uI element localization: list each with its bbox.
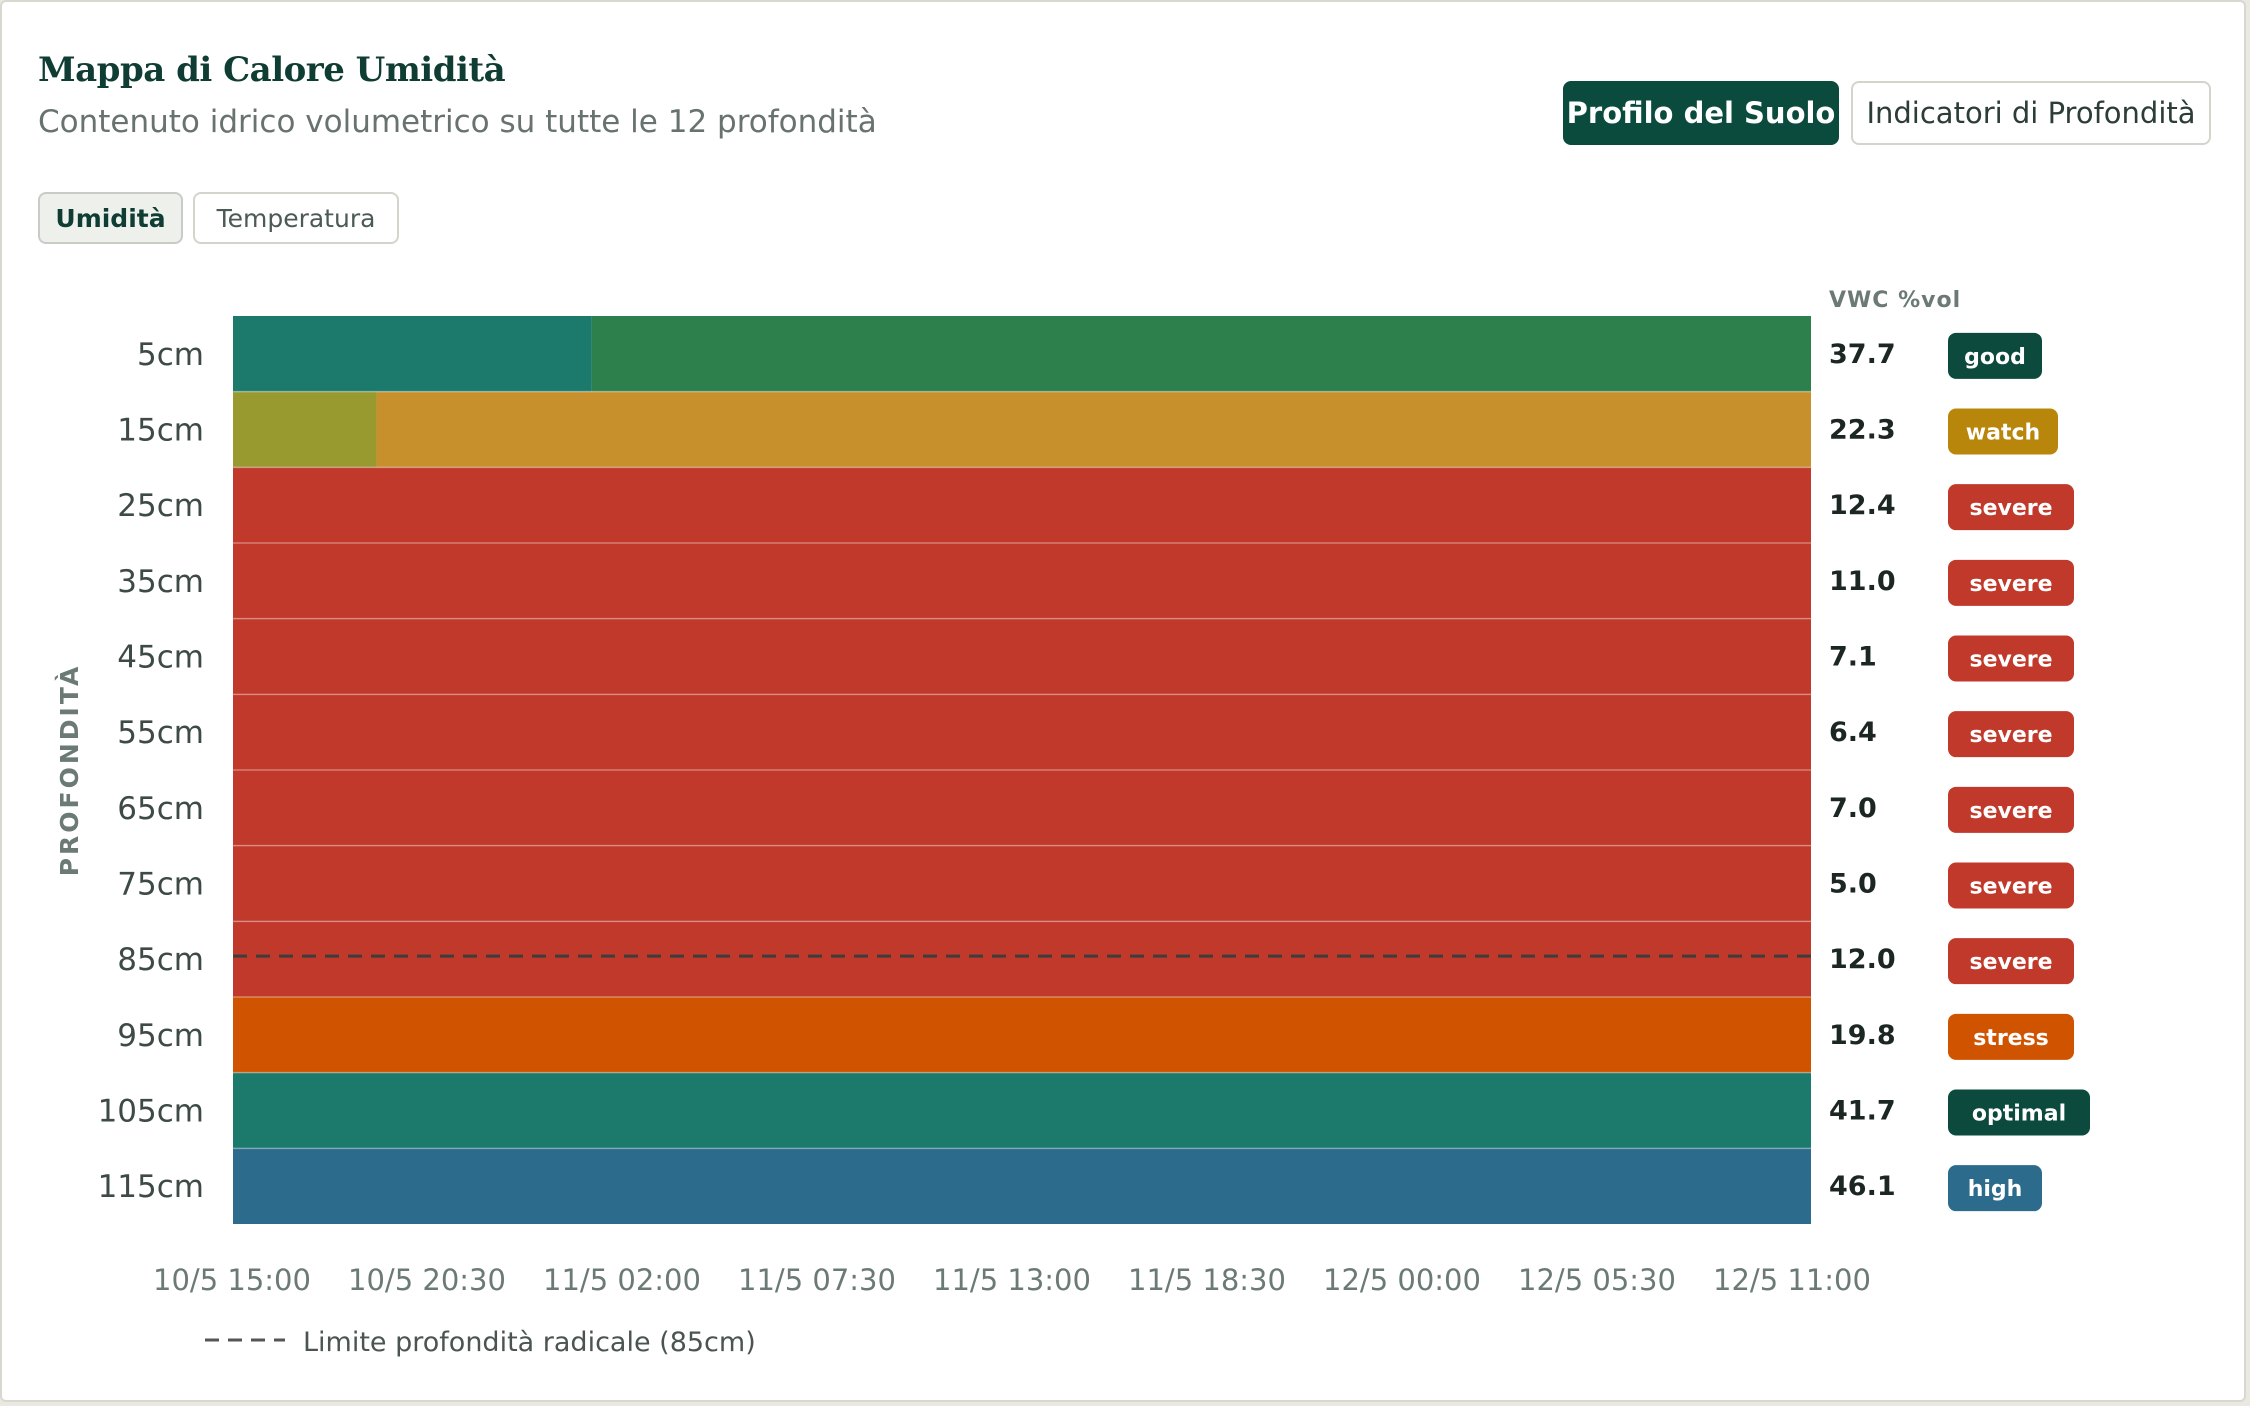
status-badge-25cm xyxy=(1948,484,2074,531)
heatmap-cell-65cm-0 xyxy=(233,770,1811,846)
depth-label-75cm: 75cm xyxy=(117,867,204,903)
status-badge-label-95cm: stress xyxy=(1973,1026,2049,1051)
root-limit-legend-label: Limite profondità radicale (85cm) xyxy=(303,1327,756,1358)
heatmap-cell-95cm-0 xyxy=(233,997,1811,1073)
depth-indicators-button[interactable]: Indicatori di Profondità xyxy=(1851,81,2211,145)
vwc-value-95cm: 19.8 xyxy=(1829,1020,1896,1051)
depth-label-85cm: 85cm xyxy=(117,942,204,978)
depth-label-55cm: 55cm xyxy=(117,715,204,751)
depth-label-15cm: 15cm xyxy=(117,413,204,449)
x-tick-label: 12/5 00:00 xyxy=(1323,1263,1481,1297)
page-subtitle: Contenuto idrico volumetrico su tutte le… xyxy=(38,104,877,140)
vwc-value-55cm: 6.4 xyxy=(1829,717,1877,748)
heatmap-cell-75cm-0 xyxy=(233,845,1811,922)
x-tick-label: 11/5 13:00 xyxy=(933,1263,1091,1297)
vwc-value-75cm: 5.0 xyxy=(1829,869,1877,900)
status-badge-75cm xyxy=(1948,862,2074,909)
heatmap-cell-25cm-0 xyxy=(233,467,1811,543)
status-badge-label-85cm: severe xyxy=(1969,950,2052,975)
depth-label-5cm: 5cm xyxy=(137,337,204,373)
heatmap-cell-5cm-1 xyxy=(591,316,1811,392)
depth-label-115cm: 115cm xyxy=(98,1169,204,1205)
heatmap-cell-15cm-1 xyxy=(376,391,1811,468)
y-axis-title: PROFONDITÀ xyxy=(55,664,84,877)
depth-label-65cm: 65cm xyxy=(117,791,204,827)
status-badge-label-105cm: optimal xyxy=(1972,1102,2066,1127)
soil-profile-button[interactable]: Profilo del Suolo xyxy=(1563,81,1839,145)
depth-label-35cm: 35cm xyxy=(117,564,204,600)
heatmap-cell-55cm-0 xyxy=(233,694,1811,770)
status-badge-65cm xyxy=(1948,786,2074,833)
x-tick-label: 11/5 18:30 xyxy=(1128,1263,1286,1297)
status-badge-55cm xyxy=(1948,711,2074,758)
status-badge-label-55cm: severe xyxy=(1969,723,2052,748)
status-badge-85cm xyxy=(1948,938,2074,985)
vwc-value-85cm: 12.0 xyxy=(1829,944,1896,975)
x-tick-label: 11/5 02:00 xyxy=(543,1263,701,1297)
status-badge-45cm xyxy=(1948,635,2074,682)
depth-label-105cm: 105cm xyxy=(98,1094,204,1130)
status-badge-15cm xyxy=(1948,408,2058,455)
depth-label-95cm: 95cm xyxy=(117,1018,204,1054)
status-badge-label-35cm: severe xyxy=(1969,572,2052,597)
status-badge-5cm xyxy=(1948,332,2042,379)
page-title: Mappa di Calore Umidità xyxy=(38,50,506,90)
status-badge-105cm xyxy=(1948,1089,2090,1136)
heatmap-cell-5cm-0 xyxy=(233,316,592,392)
status-badge-label-15cm: watch xyxy=(1966,421,2040,446)
vwc-value-15cm: 22.3 xyxy=(1829,415,1896,446)
status-badge-35cm xyxy=(1948,559,2074,606)
status-badge-label-25cm: severe xyxy=(1969,496,2052,521)
heatmap-cell-115cm-0 xyxy=(233,1148,1811,1224)
depth-label-45cm: 45cm xyxy=(117,640,204,676)
status-badge-95cm xyxy=(1948,1013,2074,1060)
vwc-column-header: VWC %vol xyxy=(1829,288,1961,313)
x-tick-label: 10/5 20:30 xyxy=(348,1263,506,1297)
tab-temperature[interactable]: Temperatura xyxy=(193,192,399,244)
vwc-value-105cm: 41.7 xyxy=(1829,1096,1896,1127)
x-tick-label: 11/5 07:30 xyxy=(738,1263,896,1297)
vwc-value-5cm: 37.7 xyxy=(1829,339,1896,370)
vwc-value-115cm: 46.1 xyxy=(1829,1171,1896,1202)
vwc-value-65cm: 7.0 xyxy=(1829,793,1877,824)
status-badge-label-65cm: severe xyxy=(1969,799,2052,824)
vwc-value-25cm: 12.4 xyxy=(1829,490,1896,521)
depth-label-25cm: 25cm xyxy=(117,488,204,524)
status-badge-label-75cm: severe xyxy=(1969,875,2052,900)
x-tick-label: 12/5 11:00 xyxy=(1713,1263,1871,1297)
status-badge-label-115cm: high xyxy=(1968,1177,2023,1202)
status-badge-label-5cm: good xyxy=(1964,345,2026,370)
x-tick-label: 10/5 15:00 xyxy=(153,1263,311,1297)
vwc-value-35cm: 11.0 xyxy=(1829,566,1896,597)
status-badge-115cm xyxy=(1948,1165,2042,1212)
heatmap-cell-105cm-0 xyxy=(233,1072,1811,1149)
heatmap-cell-45cm-0 xyxy=(233,618,1811,695)
status-badge-label-45cm: severe xyxy=(1969,648,2052,673)
heatmap-cell-15cm-0 xyxy=(233,391,377,468)
x-tick-label: 12/5 05:30 xyxy=(1518,1263,1676,1297)
tab-moisture[interactable]: Umidità xyxy=(38,192,183,244)
vwc-value-45cm: 7.1 xyxy=(1829,642,1877,673)
heatmap-cell-85cm-0 xyxy=(233,921,1811,997)
heatmap-cell-35cm-0 xyxy=(233,543,1811,619)
